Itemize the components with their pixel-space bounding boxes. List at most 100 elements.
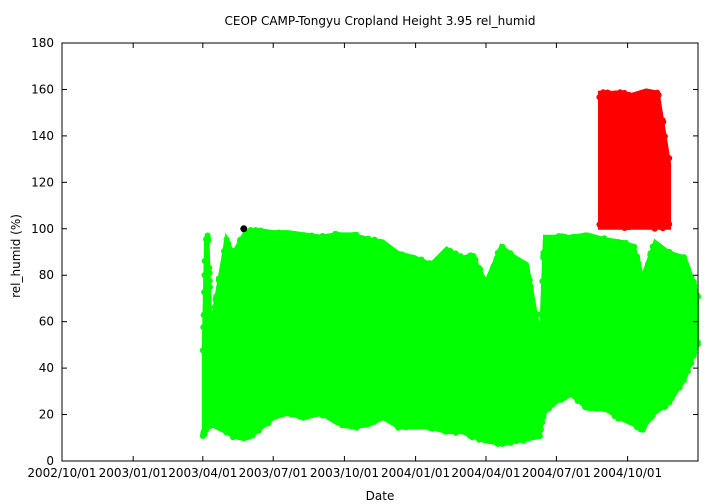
series-0-point [418, 421, 425, 428]
series-0-point [377, 414, 384, 421]
series-0-point [372, 239, 379, 246]
series-0-point [223, 240, 230, 246]
series-0-point [630, 245, 637, 252]
series-0-point [690, 352, 697, 359]
x-tick-label: 2004/10/01 [593, 466, 662, 480]
series-0-point [359, 236, 366, 243]
series-0-point [200, 324, 207, 331]
series-0-point [476, 265, 483, 271]
series-0-point [622, 415, 629, 422]
series-0-point [492, 261, 498, 268]
plot-frame [61, 42, 699, 462]
series-0-point [574, 398, 581, 404]
series-0-point [516, 436, 523, 443]
series-0-point [635, 260, 642, 267]
series-0-point [656, 403, 662, 410]
series-0-point [365, 235, 372, 242]
series-0-point [533, 430, 540, 437]
series-0-point [331, 236, 338, 243]
series-0-point [662, 403, 669, 410]
series-0-point [353, 424, 360, 431]
series-0-point [199, 347, 206, 354]
series-0-point [537, 311, 544, 318]
series-0-point [641, 271, 647, 278]
chart-title: CEOP CAMP-Tongyu Cropland Height 3.95 re… [225, 14, 536, 28]
series-1-point [631, 95, 638, 102]
series-0-point [293, 232, 299, 239]
series-0-point [339, 422, 345, 429]
series-0-point [636, 420, 643, 427]
series-0-point [539, 278, 546, 285]
series-0-point [537, 426, 544, 433]
series-0-point [680, 377, 687, 384]
series-0-point [571, 235, 578, 242]
series-0-point [540, 250, 547, 257]
series-1-point [617, 223, 624, 230]
series-0-point [207, 284, 213, 290]
y-tick-label: 160 [31, 82, 54, 96]
series-0-point [457, 253, 464, 260]
series-0-point [247, 227, 254, 233]
series-0-point [688, 274, 695, 281]
series-0-point [516, 258, 523, 265]
x-tick-label: 2004/07/01 [522, 466, 591, 480]
series-0-point [397, 420, 404, 427]
series-0-point [634, 255, 641, 262]
series-0-point [200, 312, 207, 318]
series-0-point [589, 401, 596, 408]
series-1-point [638, 221, 645, 228]
series-0-point [503, 439, 510, 446]
series-0-point [498, 439, 505, 446]
series-0-point [391, 251, 398, 258]
series-1-band [598, 88, 672, 230]
series-0-point [656, 243, 662, 250]
series-0-point [548, 400, 555, 407]
series-0-point [688, 360, 695, 366]
series-0-point [684, 368, 691, 375]
series-0-point [447, 248, 454, 254]
series-1-point [596, 94, 603, 101]
series-0-point [493, 255, 500, 262]
series-0-point [429, 421, 436, 428]
series-0-point [481, 279, 488, 286]
series-0-point [540, 413, 547, 420]
series-0-point [265, 420, 272, 427]
series-0-point [391, 418, 398, 425]
series-0-point [582, 234, 589, 241]
series-0-point [669, 255, 676, 262]
y-tick-label: 80 [39, 268, 54, 282]
y-tick-label: 40 [39, 361, 54, 375]
y-tick-label: 60 [39, 315, 54, 329]
series-1-point [604, 89, 611, 96]
series-0-point [403, 253, 409, 260]
y-tick-label: 140 [31, 129, 54, 143]
x-axis-label: Date [366, 489, 395, 503]
series-0-point [429, 260, 436, 267]
series-0-point [470, 253, 477, 259]
series-0-point [558, 233, 565, 240]
series-0-point [601, 406, 608, 413]
series-0-point [571, 392, 578, 399]
series-0-point [418, 256, 425, 263]
series-0-point [476, 436, 483, 443]
y-tick-label: 120 [31, 175, 54, 189]
series-0-point [534, 322, 541, 329]
series-0-point [636, 266, 643, 273]
y-axis-label: rel_humid (%) [9, 214, 23, 298]
series-0-point [403, 424, 409, 431]
series-0-point [526, 277, 533, 283]
series-0-point [305, 412, 312, 419]
series-0-point [470, 431, 477, 438]
series-0-point [288, 232, 295, 239]
series-0-point [279, 232, 286, 239]
series-0-point [211, 304, 218, 311]
series-0-point [314, 234, 321, 241]
series-0-point [265, 232, 272, 239]
series-0-point [305, 234, 312, 241]
series-0-point [397, 255, 404, 261]
series-0-point [206, 270, 213, 276]
series-0-point [647, 250, 654, 257]
series-0-point [526, 432, 533, 439]
series-0-point [410, 254, 417, 261]
